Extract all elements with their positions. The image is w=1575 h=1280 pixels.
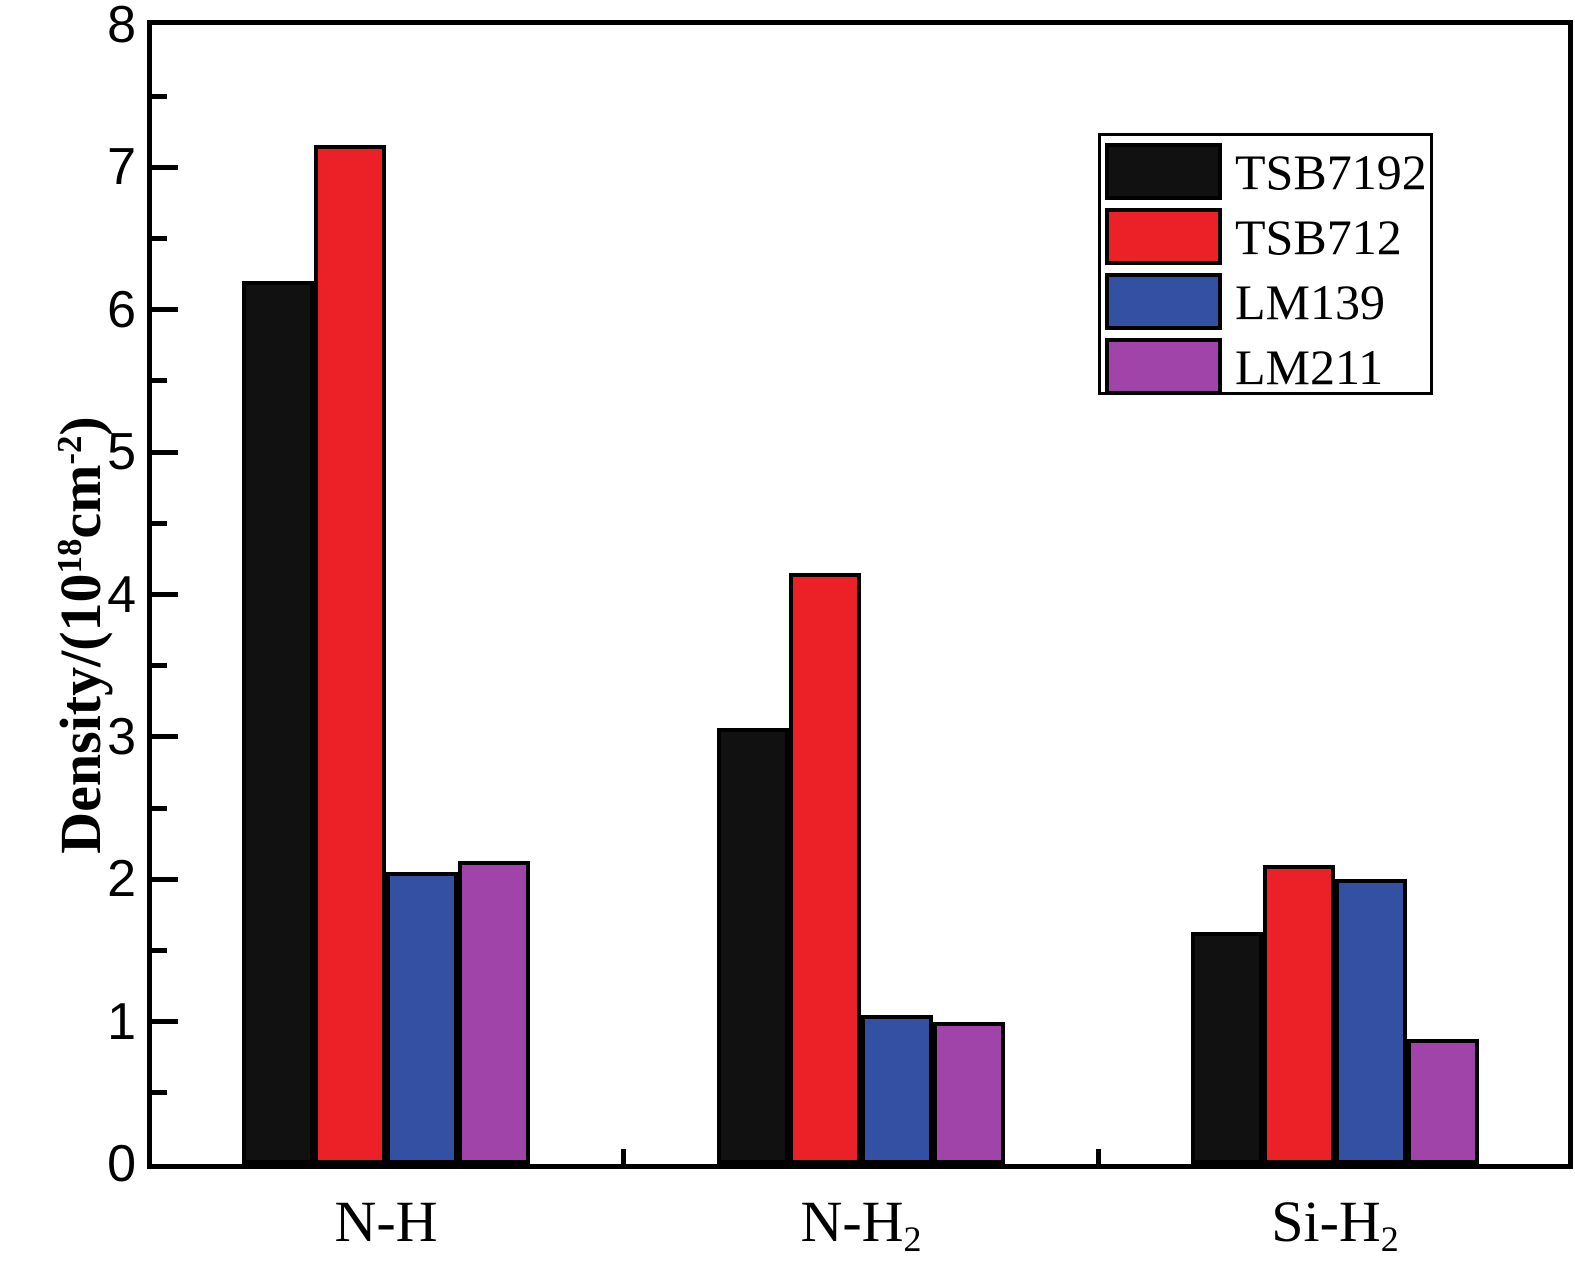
x-category-base: Si-H	[1271, 1189, 1381, 1254]
x-minor-tick	[1095, 1149, 1101, 1164]
y-minor-tick	[152, 520, 167, 526]
x-category-base: N-H	[334, 1189, 438, 1254]
legend-label-tsb712: TSB712	[1235, 208, 1402, 265]
y-major-tick	[152, 876, 178, 882]
bar-n-h-tsb712	[314, 144, 386, 1164]
legend-swatch-lm139	[1105, 273, 1222, 330]
x-category-subscript: 2	[1380, 1219, 1399, 1260]
y-minor-tick	[152, 93, 167, 99]
y-tick-label: 8	[107, 0, 136, 54]
y-tick-label: 5	[107, 423, 136, 482]
bar-n-h2-lm211	[933, 1021, 1005, 1164]
x-category-label-n-h: N-H	[216, 1182, 556, 1280]
y-major-tick	[152, 1019, 178, 1025]
y-tick-label: 1	[107, 992, 136, 1051]
legend-label-lm139: LM139	[1235, 273, 1385, 330]
legend-swatch-tsb7192	[1105, 143, 1222, 200]
bar-si-h2-tsb712	[1263, 865, 1335, 1164]
legend-item-tsb7192: TSB7192	[1101, 139, 1430, 204]
y-minor-tick	[152, 1090, 167, 1096]
bar-n-h-tsb7192	[242, 281, 314, 1164]
y-minor-tick	[152, 805, 167, 811]
y-tick-label: 3	[107, 707, 136, 766]
legend-label-tsb7192: TSB7192	[1235, 143, 1427, 200]
bar-si-h2-tsb7192	[1191, 931, 1263, 1164]
legend: TSB7192 TSB712 LM139 LM211	[1098, 133, 1433, 395]
y-tick-label: 7	[107, 138, 136, 197]
y-minor-tick	[152, 663, 167, 669]
x-category-subscript: 2	[903, 1219, 922, 1260]
y-major-tick	[152, 164, 178, 170]
y-tick-label: 0	[107, 1135, 136, 1193]
y-tick-label: 2	[107, 850, 136, 909]
y-major-tick	[152, 449, 178, 455]
bar-si-h2-lm139	[1335, 879, 1407, 1164]
y-tick-label: 4	[107, 565, 136, 624]
x-minor-tick	[621, 1149, 626, 1164]
bar-n-h-lm139	[386, 872, 458, 1164]
y-minor-tick	[152, 236, 167, 242]
x-category-base: N-H	[800, 1189, 904, 1254]
y-major-tick	[152, 307, 178, 313]
y-major-tick	[152, 592, 178, 597]
bar-si-h2-lm211	[1407, 1038, 1479, 1164]
x-category-label-si-h2: Si-H2	[1165, 1182, 1505, 1280]
legend-item-tsb712: TSB712	[1101, 204, 1430, 269]
y-minor-tick	[152, 947, 167, 953]
bar-n-h2-tsb712	[789, 573, 861, 1164]
legend-label-lm211: LM211	[1235, 338, 1384, 395]
legend-swatch-lm211	[1105, 338, 1222, 395]
legend-item-lm139: LM139	[1101, 269, 1430, 334]
bar-n-h2-tsb7192	[717, 728, 789, 1164]
legend-swatch-tsb712	[1105, 208, 1222, 265]
bar-n-h-lm211	[458, 860, 530, 1164]
y-tick-label: 6	[107, 280, 136, 339]
legend-item-lm211: LM211	[1101, 334, 1430, 399]
y-minor-tick	[152, 378, 167, 384]
bar-n-h2-lm139	[861, 1014, 933, 1164]
y-major-tick	[152, 734, 178, 740]
x-category-label-n-h2: N-H2	[691, 1182, 1031, 1280]
